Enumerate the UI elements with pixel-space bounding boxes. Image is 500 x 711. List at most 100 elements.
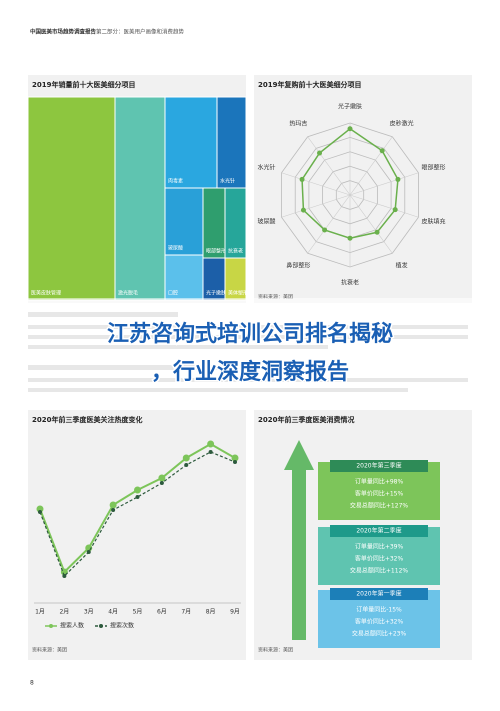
- x-tick-label: 5月: [133, 609, 143, 616]
- source: 资料来源：美团: [258, 647, 293, 654]
- radar-axis-label: 光子嫩肤: [338, 103, 362, 111]
- treemap-label: 医美皮肤管理: [31, 290, 61, 297]
- point: [231, 454, 239, 462]
- treemap-cell: [114, 96, 166, 301]
- radar-spoke: [349, 136, 393, 196]
- point: [38, 510, 42, 514]
- x-tick-label: 4月: [108, 609, 118, 616]
- treemap-cell: [164, 96, 218, 189]
- quarter-metric: 客单价同比+32%: [355, 555, 404, 563]
- x-tick-label: 6月: [157, 609, 167, 616]
- treemap-cell: [224, 187, 247, 259]
- radar-axis-label: 皮秒激光: [390, 119, 414, 127]
- point: [233, 460, 237, 464]
- source: 资料来源：美团: [32, 647, 67, 654]
- treemap-cell: [202, 187, 226, 259]
- radar-axis-label: 眼部整形: [422, 163, 446, 171]
- radar-axis-label: 植发: [396, 262, 408, 270]
- radar-title: 2019年复购前十大医美细分项目: [258, 80, 361, 89]
- radar-spoke: [349, 172, 419, 196]
- radar-point: [379, 148, 385, 154]
- header-section: 第二部分：医美用户画像和消费趋势: [96, 28, 185, 36]
- header-report: 中国医美市场趋势调査报告: [30, 28, 97, 36]
- point: [208, 450, 213, 454]
- treemap-label: 水光针: [220, 178, 235, 185]
- quarter-header: [330, 460, 428, 472]
- radar-point: [392, 207, 398, 213]
- treemap-label: 玻尿酸: [168, 245, 183, 252]
- radar-axis-label: 水光针: [257, 163, 275, 171]
- radar-spoke: [281, 194, 351, 218]
- quarter-header: [330, 588, 428, 600]
- treemap-label: 抗衰老: [228, 248, 243, 255]
- legend-label: 搜索次数: [110, 622, 134, 630]
- radar-point: [395, 176, 401, 182]
- radar-axis-label: 鼻部整形: [286, 262, 310, 270]
- radar-axis-label: 抗衰老: [341, 278, 359, 286]
- radar-point: [347, 235, 353, 241]
- radar-spoke: [349, 194, 393, 254]
- point: [62, 574, 67, 578]
- legend-label: 搜索人数: [60, 622, 84, 630]
- treemap-cell: [164, 254, 204, 301]
- quarter-header: [330, 525, 428, 537]
- treemap-label: 肉毒素: [168, 178, 183, 185]
- radar-point: [374, 229, 380, 235]
- x-tick-label: 8月: [206, 609, 216, 616]
- point: [207, 440, 215, 448]
- overlay-title: ，行业深度洞察报告: [151, 359, 349, 385]
- radar-axis-label: 皮肤填充: [422, 218, 446, 226]
- x-tick-label: 9月: [230, 609, 240, 616]
- treemap-label: 美体塑形: [228, 290, 248, 297]
- point: [36, 505, 44, 513]
- quarter-metric: 订单量同比+39%: [355, 543, 404, 551]
- overlay-title: 江苏咨询式培训公司排名揭秘: [107, 321, 393, 347]
- treemap-cell: [216, 96, 247, 189]
- page-number: 8: [30, 680, 34, 687]
- quarter-metric: 交易总额同比+127%: [350, 502, 408, 510]
- treemap-label: 激光脱毛: [118, 290, 138, 297]
- radar-point: [300, 207, 306, 213]
- radar-spoke: [349, 194, 419, 218]
- treemap-label: 光子嫩肤: [206, 290, 226, 297]
- legend-swatch: [49, 624, 53, 628]
- radar-point: [317, 150, 323, 156]
- quarter-name: 2020年第二季度: [356, 527, 401, 535]
- point: [184, 463, 189, 467]
- radar-point: [322, 227, 328, 233]
- treemap-title: 2019年销量前十大医美细分项目: [32, 80, 135, 89]
- point: [159, 481, 164, 485]
- radar-spoke: [281, 172, 351, 196]
- treemap-label: 眼部整形: [206, 248, 226, 255]
- quarter-metric: 交易总额同比+23%: [352, 630, 407, 638]
- quarter-metric: 订单量同比-15%: [356, 606, 402, 614]
- point: [182, 454, 190, 462]
- point: [109, 501, 117, 509]
- consumption-title: 2020年前三季度医美消费情况: [258, 415, 354, 424]
- radar-point: [347, 126, 353, 132]
- quarter-metric: 订单量同比+98%: [355, 478, 404, 486]
- treemap-cell: [27, 96, 116, 301]
- quarter-name: 2020年第三季度: [356, 462, 401, 470]
- line: [39, 451, 236, 578]
- point: [134, 486, 141, 494]
- point: [111, 508, 116, 512]
- line-title: 2020年前三季度医美关注热度变化: [32, 415, 142, 424]
- x-tick-label: 1月: [35, 609, 45, 616]
- x-tick-label: 3月: [84, 609, 94, 616]
- quarter-name: 2020年第一季度: [356, 590, 401, 598]
- source: 资料来源：美团: [258, 294, 293, 301]
- point: [158, 474, 166, 482]
- radar-spoke: [307, 194, 351, 254]
- legend-swatch: [99, 624, 103, 628]
- x-tick-label: 2月: [59, 609, 69, 616]
- quarter-metric: 客单价同比+32%: [355, 618, 404, 626]
- x-tick-label: 7月: [181, 609, 191, 616]
- treemap-label: 口腔: [168, 290, 178, 297]
- quarter-metric: 客单价同比+15%: [355, 490, 404, 498]
- radar-axis-label: 玻尿酸: [257, 218, 275, 226]
- radar-spoke: [307, 136, 351, 196]
- growth-arrow: [284, 440, 314, 640]
